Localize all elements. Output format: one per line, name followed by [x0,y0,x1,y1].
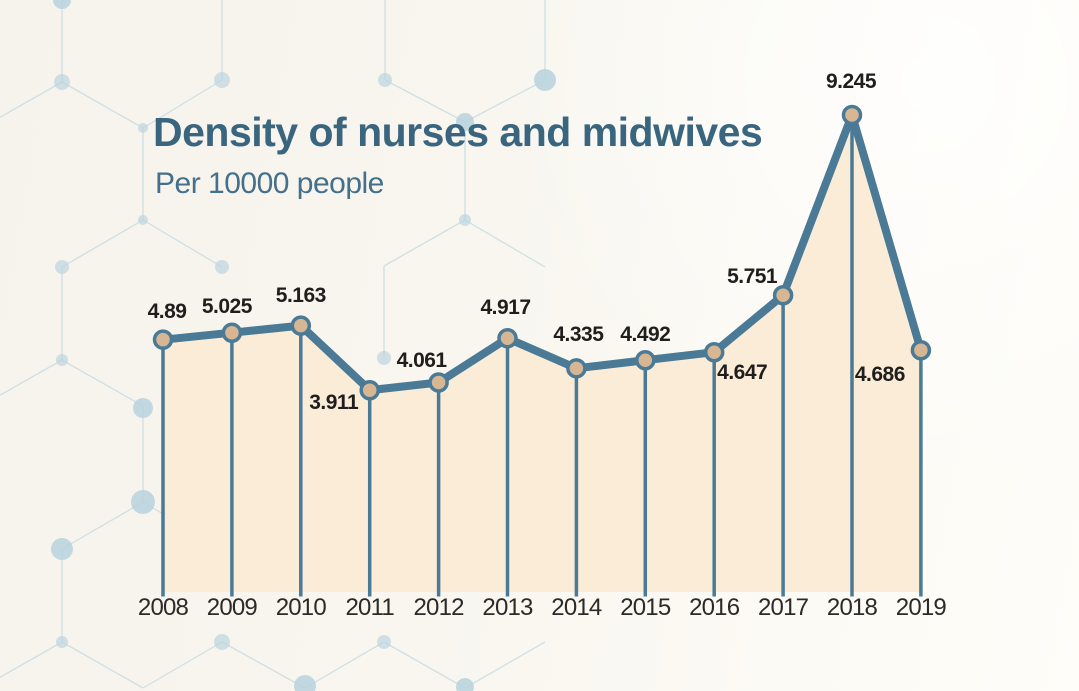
hex-node [55,260,69,274]
hex-node [215,260,229,274]
data-point-marker [221,322,243,343]
hex-node [138,123,148,133]
x-axis-label: 2019 [895,594,947,621]
data-point-marker [841,104,863,126]
trend-line [159,111,925,395]
hex-node [51,538,73,560]
hex-edge [384,79,466,123]
chart-subtitle: Per 10000 people [155,167,384,200]
hex-edge [142,641,223,689]
data-point-marker [772,284,794,306]
hex-node [214,634,230,650]
hex-edge [61,81,144,129]
hex-node [377,635,391,649]
hex-edge [383,219,466,267]
hex-edge [142,79,223,129]
hex-edge [0,81,63,118]
data-point-marker [635,349,656,371]
x-axis-label: 2008 [137,594,189,621]
hex-node [378,73,392,87]
hex-pattern-background [0,0,556,691]
x-axis-label: 2014 [551,594,602,621]
value-label: 3.911 [309,391,359,415]
hex-edge [61,359,144,407]
value-label: 4.686 [854,363,906,387]
hex-edge [142,219,223,268]
value-label: 9.245 [825,69,877,93]
value-label: 4.335 [553,323,604,347]
x-axis-label: 2016 [689,594,740,621]
hex-edge [0,641,63,678]
value-label: 4.917 [480,296,531,320]
data-point-marker [910,339,932,361]
chart-plot-area [152,104,932,597]
x-axis-label: 2018 [826,594,878,621]
hex-edge [304,641,385,689]
hex-node [131,490,155,514]
hex-node [456,678,474,691]
hex-edge [0,359,63,396]
x-axis-label: 2015 [620,594,671,621]
hex-node [56,636,68,648]
data-point-marker [566,358,587,379]
hex-node [56,354,68,366]
value-label: 4.89 [147,299,187,323]
value-label: 5.163 [275,283,327,307]
data-point-marker [359,379,380,401]
hex-node [54,74,70,90]
hex-node [294,675,316,691]
hex-edge [383,641,466,689]
value-label: 5.751 [727,265,778,289]
x-axis-label: 2012 [413,594,464,621]
data-point-marker [152,329,174,350]
hex-edge [61,219,144,268]
hex-node [377,351,391,365]
hex-edge [221,641,306,689]
x-axis-label: 2009 [206,594,258,621]
hex-node [534,69,556,91]
value-label: 5.025 [201,294,253,318]
data-point-marker [428,372,449,393]
hex-edge [464,79,546,123]
value-label: 4.061 [396,349,448,373]
value-label: 4.647 [717,361,768,385]
value-label: 4.492 [620,323,671,347]
hex-node [459,214,471,226]
hex-edge [464,219,546,268]
hex-node [214,72,230,88]
hex-node [53,0,71,9]
x-axis-label: 2010 [275,594,327,621]
x-axis-label: 2013 [482,594,533,621]
data-point-marker [703,341,725,363]
x-axis-label: 2011 [345,594,394,621]
hex-node [456,113,474,131]
hex-edge [61,501,144,550]
hex-edge [61,641,144,689]
hex-edge [464,641,546,689]
hex-node [138,215,148,225]
data-point-marker [497,328,518,349]
data-point-marker [290,315,312,336]
hex-node [133,398,153,418]
chart-title: Density of nurses and midwives [153,109,763,155]
x-axis-label: 2017 [757,594,809,621]
